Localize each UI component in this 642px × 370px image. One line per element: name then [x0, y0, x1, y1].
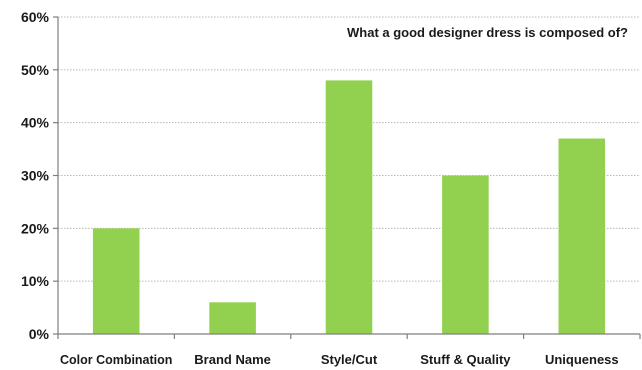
- y-tick-label: 20%: [21, 220, 50, 236]
- axes: [53, 16, 641, 339]
- x-category-label: Uniqueness: [545, 352, 619, 367]
- bar: [209, 302, 256, 334]
- y-tick-label: 0%: [29, 326, 50, 342]
- y-tick-label: 50%: [21, 62, 50, 78]
- bar: [325, 80, 373, 335]
- x-category-label: Style/Cut: [321, 352, 378, 367]
- y-tick-label: 60%: [21, 9, 50, 25]
- y-tick-label: 10%: [21, 273, 50, 289]
- x-category-label: Color Combination: [60, 352, 172, 367]
- x-category-label: Brand Name: [194, 352, 271, 367]
- x-category-label: Stuff & Quality: [420, 352, 511, 367]
- bar: [558, 138, 606, 334]
- y-tick-label: 30%: [21, 168, 50, 184]
- bar: [92, 228, 140, 334]
- chart-title: What a good designer dress is composed o…: [347, 25, 628, 40]
- y-tick-label: 40%: [21, 115, 50, 131]
- x-axis-category-labels: Color Combination Brand Name Style/Cut Stuf…: [60, 352, 619, 367]
- bars: [92, 80, 606, 335]
- bar: [442, 175, 489, 334]
- y-axis-tick-labels: 0% 10% 20% 30% 40% 50% 60%: [21, 9, 50, 342]
